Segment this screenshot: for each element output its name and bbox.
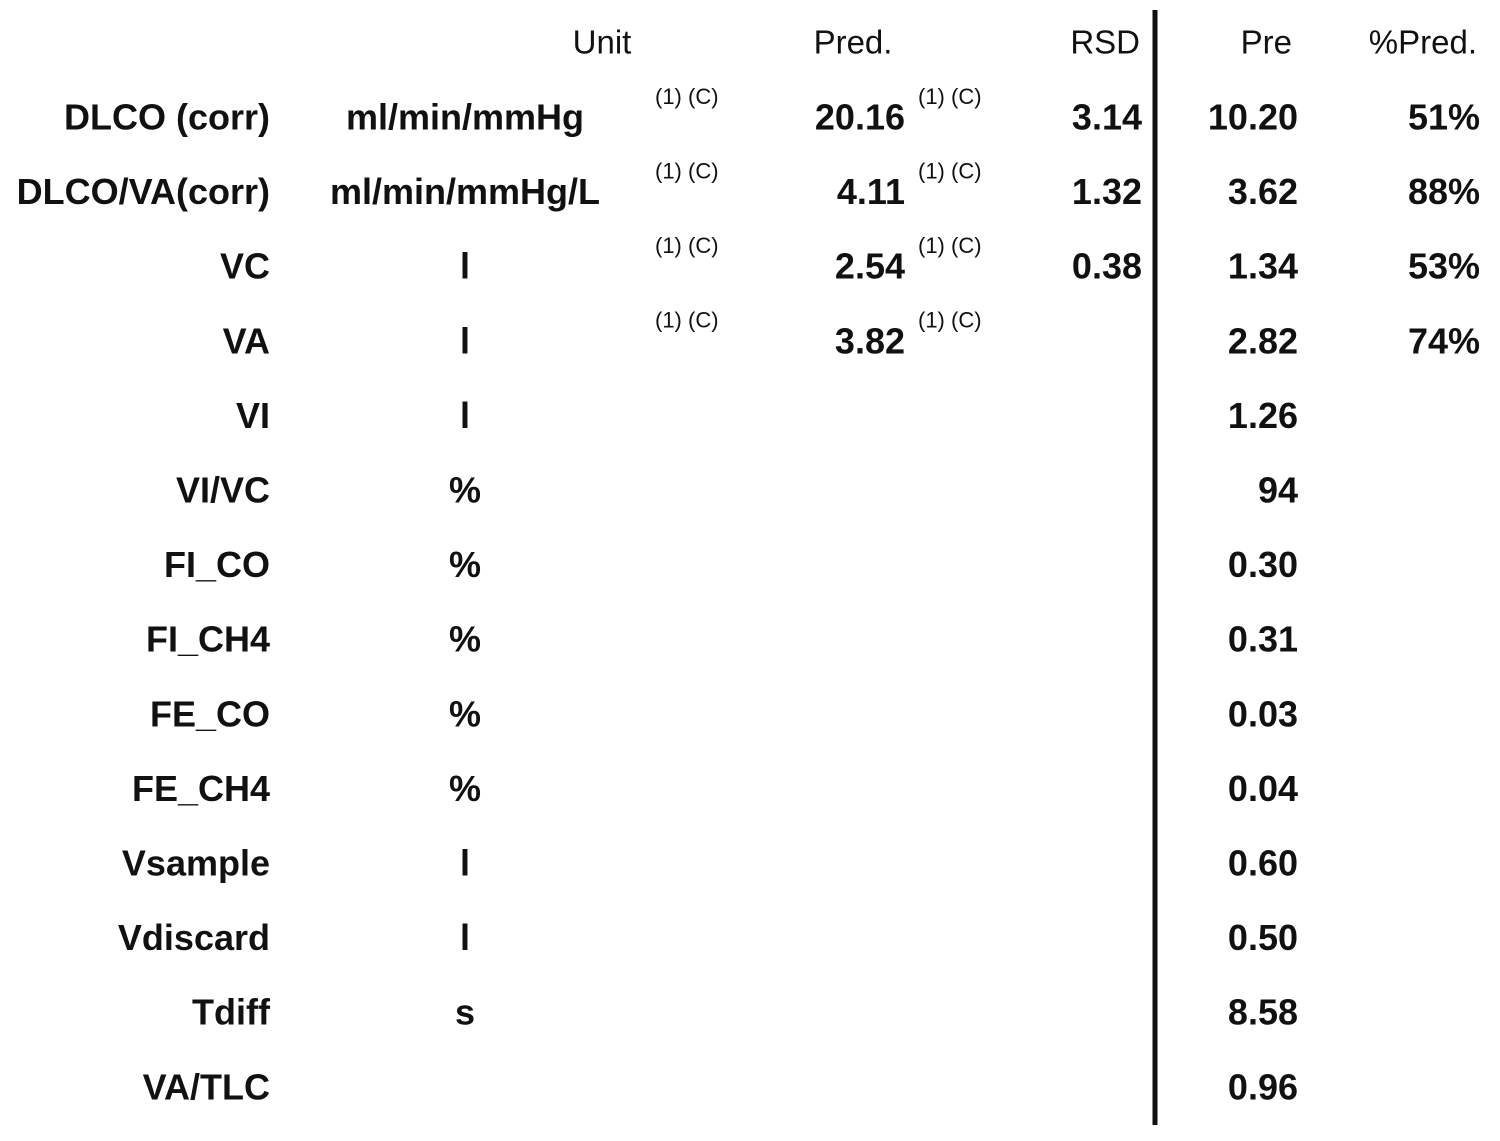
cell-pct-pred: 53%	[1408, 246, 1480, 287]
cell-unit: l	[460, 843, 470, 884]
cell-unit: l	[460, 246, 470, 287]
cell-pre: 10.20	[1208, 97, 1298, 138]
cell-pre: 94	[1258, 470, 1298, 511]
cell-pre: 3.62	[1228, 171, 1298, 212]
cell-unit: %	[449, 470, 481, 511]
cell-pct-pred: 51%	[1408, 97, 1480, 138]
cell-pred: 20.16	[815, 97, 905, 138]
cell-pre: 0.60	[1228, 843, 1298, 884]
cell-pred-ref: (1) (C)	[918, 308, 982, 333]
cell-label: FI_CH4	[146, 619, 270, 660]
cell-unit: l	[460, 320, 470, 361]
cell-unit-ref: (1) (C)	[655, 308, 719, 333]
header-rsd: RSD	[1070, 24, 1140, 61]
cell-pred-ref: (1) (C)	[918, 84, 982, 109]
cell-unit: %	[449, 768, 481, 809]
header-unit: Unit	[573, 24, 632, 61]
cell-label: FE_CH4	[132, 768, 270, 809]
cell-label: DLCO (corr)	[64, 97, 270, 138]
cell-label: DLCO/VA(corr)	[17, 171, 270, 212]
header-pred: Pred.	[814, 24, 893, 61]
cell-pred: 4.11	[837, 171, 905, 212]
cell-pre: 0.96	[1228, 1066, 1298, 1107]
cell-unit: l	[460, 917, 470, 958]
cell-pct-pred: 88%	[1408, 171, 1480, 212]
cell-rsd: 0.38	[1072, 246, 1142, 287]
cell-pred-ref: (1) (C)	[918, 158, 982, 183]
cell-pre: 0.30	[1228, 544, 1298, 585]
cell-label: Vdiscard	[118, 917, 270, 958]
cell-pre: 0.50	[1228, 917, 1298, 958]
cell-unit: s	[455, 992, 475, 1033]
header-pre: Pre	[1241, 24, 1292, 61]
cell-label: FE_CO	[150, 693, 270, 734]
cell-unit: %	[449, 619, 481, 660]
cell-rsd: 1.32	[1072, 171, 1142, 212]
cell-pre: 0.04	[1228, 768, 1298, 809]
cell-label: Tdiff	[192, 992, 271, 1033]
cell-unit: %	[449, 693, 481, 734]
cell-pred: 2.54	[835, 246, 905, 287]
cell-label: VI	[236, 395, 270, 436]
cell-unit: %	[449, 544, 481, 585]
cell-unit: ml/min/mmHg	[346, 97, 584, 138]
cell-unit-ref: (1) (C)	[655, 158, 719, 183]
cell-unit-ref: (1) (C)	[655, 233, 719, 258]
cell-pre: 8.58	[1228, 992, 1298, 1033]
cell-rsd: 3.14	[1072, 97, 1142, 138]
header-pct-pred: %Pred.	[1369, 24, 1477, 61]
cell-pred-ref: (1) (C)	[918, 233, 982, 258]
cell-label: VI/VC	[176, 470, 270, 511]
cell-unit: l	[460, 395, 470, 436]
cell-label: VA	[223, 320, 270, 361]
cell-unit: ml/min/mmHg/L	[330, 171, 600, 212]
cell-pre: 1.26	[1228, 395, 1298, 436]
cell-label: Vsample	[122, 843, 270, 884]
cell-unit-ref: (1) (C)	[655, 84, 719, 109]
cell-pct-pred: 74%	[1408, 320, 1480, 361]
cell-pre: 0.31	[1228, 619, 1298, 660]
cell-pre: 2.82	[1228, 320, 1298, 361]
cell-pre: 1.34	[1228, 246, 1298, 287]
cell-pred: 3.82	[835, 320, 905, 361]
cell-label: FI_CO	[164, 544, 270, 585]
cell-pre: 0.03	[1228, 693, 1298, 734]
cell-label: VC	[220, 246, 270, 287]
cell-label: VA/TLC	[143, 1066, 270, 1107]
